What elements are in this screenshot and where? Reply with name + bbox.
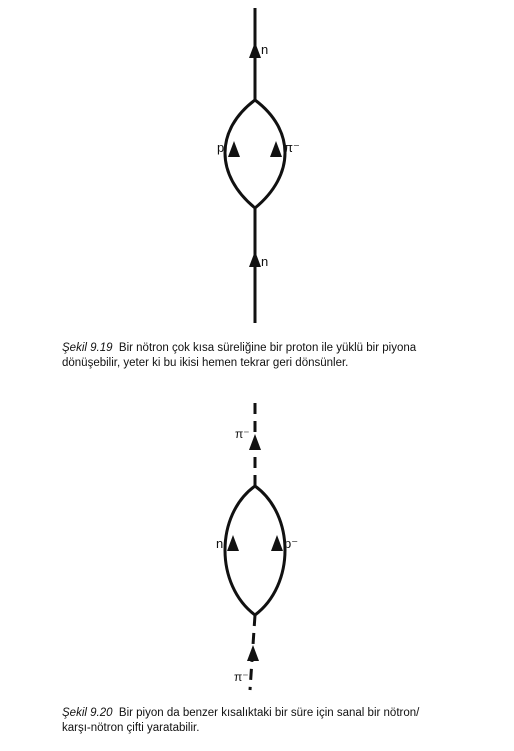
- outgoing-pion-label: π⁻: [235, 427, 250, 441]
- antineutron-line: [254, 484, 287, 617]
- caption-text: Bir piyon da benzer kısalıktaki bir süre…: [118, 707, 420, 719]
- proton-line: [223, 98, 256, 210]
- pion-label: π⁻: [284, 140, 300, 155]
- neutron-arrow: [227, 535, 239, 551]
- figure-9-20-caption: Şekil 9.20 Bir piyon da benzer kısalıkta…: [62, 706, 419, 736]
- incoming-pion-arrow: [247, 645, 259, 661]
- diagram-pion-loop: π⁻ n p⁻ π⁻: [216, 403, 298, 691]
- caption-line-2: dönüşebilir, yeter ki bu ikisi hemen tek…: [62, 357, 349, 369]
- outgoing-neutron-label: n: [261, 42, 268, 57]
- pion-line: [254, 98, 287, 210]
- antineutron-label: p⁻: [284, 536, 298, 551]
- outgoing-pion-arrow: [249, 434, 261, 450]
- figure-number: Şekil 9.19: [62, 342, 113, 354]
- incoming-neutron-label: n: [261, 254, 268, 269]
- incoming-neutron-arrow: [249, 251, 261, 267]
- caption-line-1: Şekil 9.19 Bir nötron çok kısa süreliğin…: [62, 341, 416, 356]
- outgoing-neutron-arrow: [249, 42, 261, 58]
- figure-9-19-caption: Şekil 9.19 Bir nötron çok kısa süreliğin…: [62, 341, 416, 371]
- caption-line-1: Şekil 9.20 Bir piyon da benzer kısalıkta…: [62, 706, 419, 721]
- proton-label: p: [217, 140, 224, 155]
- caption-line-2: karşı-nötron çifti yaratabilir.: [62, 722, 200, 734]
- diagram-neutron-loop: n p π⁻ n: [217, 8, 300, 323]
- proton-arrow: [228, 141, 240, 157]
- antineutron-arrow: [271, 535, 283, 551]
- figure-number: Şekil 9.20: [62, 707, 113, 719]
- neutron-label: n: [216, 536, 223, 551]
- caption-text: Bir nötron çok kısa süreliğine bir proto…: [118, 342, 417, 354]
- neutron-line: [223, 484, 256, 617]
- pion-arrow: [270, 141, 282, 157]
- incoming-pion-label: π⁻: [234, 670, 249, 684]
